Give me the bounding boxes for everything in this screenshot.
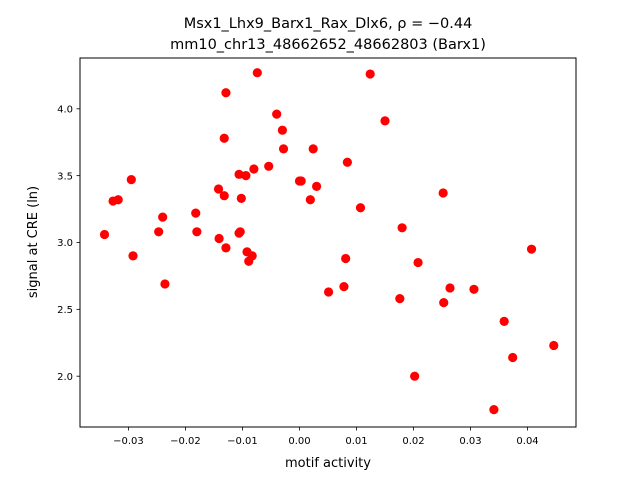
data-point — [365, 69, 375, 79]
y-tick-label: 2.0 — [57, 372, 73, 383]
data-point — [236, 193, 246, 203]
x-axis-ticks: −0.03 −0.02 −0.01 0.00 0.01 0.02 0.03 0.04 — [113, 427, 539, 447]
x-tick-label: −0.02 — [170, 436, 201, 447]
data-point — [305, 195, 315, 205]
data-point — [380, 116, 390, 126]
data-point — [221, 88, 231, 98]
chart-title-line2: mm10_chr13_48662652_48662803 (Barx1) — [170, 37, 486, 53]
x-tick-label: 0.00 — [288, 436, 310, 447]
data-point — [323, 287, 334, 297]
data-point — [489, 405, 499, 415]
data-point — [308, 144, 318, 154]
data-point — [241, 171, 251, 181]
x-tick-label: 0.04 — [516, 436, 538, 447]
data-point — [296, 176, 306, 186]
data-point — [247, 251, 257, 261]
y-axis-label: signal at CRE (ln) — [26, 186, 41, 298]
data-point — [128, 251, 138, 261]
data-point — [154, 227, 164, 237]
data-point — [160, 279, 170, 289]
data-point — [549, 340, 559, 351]
data-point — [445, 283, 455, 293]
data-point — [312, 181, 322, 191]
x-tick-label: −0.01 — [227, 436, 258, 447]
data-point — [214, 233, 224, 244]
data-point — [264, 161, 274, 171]
data-point — [277, 125, 287, 135]
data-point — [234, 169, 244, 179]
data-point — [113, 195, 123, 205]
data-point — [252, 68, 262, 78]
x-tick-label: 0.01 — [345, 436, 367, 447]
y-axis-ticks: 2.0 2.5 3.0 3.5 4.0 — [57, 104, 80, 383]
data-point — [413, 257, 423, 268]
data-point — [213, 184, 224, 194]
x-tick-label: 0.02 — [402, 436, 424, 447]
data-point — [397, 223, 407, 233]
data-point — [439, 298, 449, 308]
data-point — [249, 164, 259, 174]
chart-title-line1: Msx1_Lhx9_Barx1_Rax_Dlx6, ρ = −0.44 — [184, 16, 473, 32]
data-point — [499, 316, 509, 326]
data-point — [339, 282, 349, 292]
data-point — [410, 371, 420, 381]
data-point — [192, 227, 202, 237]
data-point — [342, 157, 352, 167]
data-point — [126, 175, 136, 185]
x-tick-label: 0.03 — [459, 436, 481, 447]
data-point — [221, 243, 231, 253]
data-point — [341, 253, 351, 264]
y-tick-label: 3.0 — [57, 238, 73, 249]
data-point — [395, 294, 405, 304]
y-tick-label: 3.5 — [57, 171, 73, 182]
data-point — [469, 284, 479, 294]
plot-frame — [79, 57, 577, 428]
x-tick-label: −0.03 — [113, 436, 144, 447]
data-point — [219, 133, 229, 143]
data-point — [272, 109, 282, 119]
data-point — [219, 191, 229, 201]
data-point — [355, 203, 366, 213]
data-points — [99, 68, 559, 415]
data-point — [526, 244, 537, 254]
x-axis-label: motif activity — [285, 456, 371, 471]
data-point — [235, 227, 245, 237]
y-tick-label: 4.0 — [57, 104, 73, 115]
data-point — [278, 144, 289, 154]
data-point — [191, 208, 201, 218]
data-point — [99, 229, 110, 240]
data-point — [508, 352, 518, 363]
data-point — [158, 212, 168, 222]
y-tick-label: 2.5 — [57, 305, 73, 316]
data-point — [438, 188, 448, 198]
